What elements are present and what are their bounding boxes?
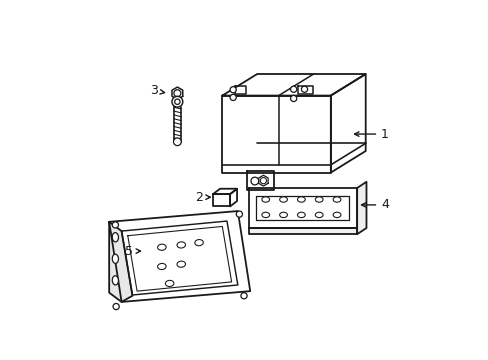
- Ellipse shape: [157, 264, 166, 270]
- Circle shape: [230, 87, 236, 93]
- Ellipse shape: [112, 254, 118, 264]
- Circle shape: [250, 177, 258, 185]
- Polygon shape: [297, 86, 313, 94]
- Polygon shape: [213, 189, 237, 194]
- Ellipse shape: [315, 197, 323, 202]
- Polygon shape: [222, 74, 365, 95]
- Ellipse shape: [297, 197, 305, 202]
- Ellipse shape: [177, 242, 185, 248]
- Text: 1: 1: [354, 127, 388, 140]
- Ellipse shape: [315, 212, 323, 217]
- Polygon shape: [248, 228, 356, 234]
- Polygon shape: [230, 189, 237, 206]
- Circle shape: [173, 138, 181, 145]
- Circle shape: [113, 303, 119, 310]
- Polygon shape: [248, 188, 356, 228]
- Ellipse shape: [297, 212, 305, 217]
- Ellipse shape: [279, 197, 287, 202]
- Text: 4: 4: [361, 198, 388, 211]
- Polygon shape: [109, 222, 132, 302]
- Circle shape: [112, 222, 118, 228]
- Circle shape: [241, 293, 246, 299]
- Text: 3: 3: [150, 85, 164, 98]
- Ellipse shape: [165, 280, 174, 287]
- Circle shape: [260, 177, 266, 184]
- Circle shape: [290, 95, 296, 102]
- Circle shape: [301, 86, 307, 92]
- Ellipse shape: [279, 212, 287, 217]
- Polygon shape: [109, 211, 250, 302]
- Ellipse shape: [177, 261, 185, 267]
- Polygon shape: [330, 74, 365, 172]
- Polygon shape: [213, 194, 230, 206]
- Circle shape: [174, 99, 180, 104]
- Polygon shape: [258, 175, 267, 186]
- Polygon shape: [234, 86, 245, 94]
- Ellipse shape: [332, 212, 340, 217]
- Ellipse shape: [332, 197, 340, 202]
- Ellipse shape: [112, 276, 118, 285]
- Polygon shape: [222, 95, 330, 172]
- Polygon shape: [356, 182, 366, 234]
- Polygon shape: [172, 87, 183, 99]
- Circle shape: [290, 86, 296, 92]
- Circle shape: [230, 94, 236, 100]
- Ellipse shape: [261, 212, 269, 217]
- Ellipse shape: [194, 239, 203, 246]
- Ellipse shape: [112, 233, 118, 242]
- Circle shape: [172, 96, 183, 107]
- Circle shape: [236, 211, 242, 217]
- Ellipse shape: [261, 197, 269, 202]
- Ellipse shape: [157, 244, 166, 250]
- Text: 5: 5: [125, 244, 140, 258]
- Circle shape: [174, 90, 181, 97]
- Text: 2: 2: [195, 191, 210, 204]
- Polygon shape: [246, 171, 274, 190]
